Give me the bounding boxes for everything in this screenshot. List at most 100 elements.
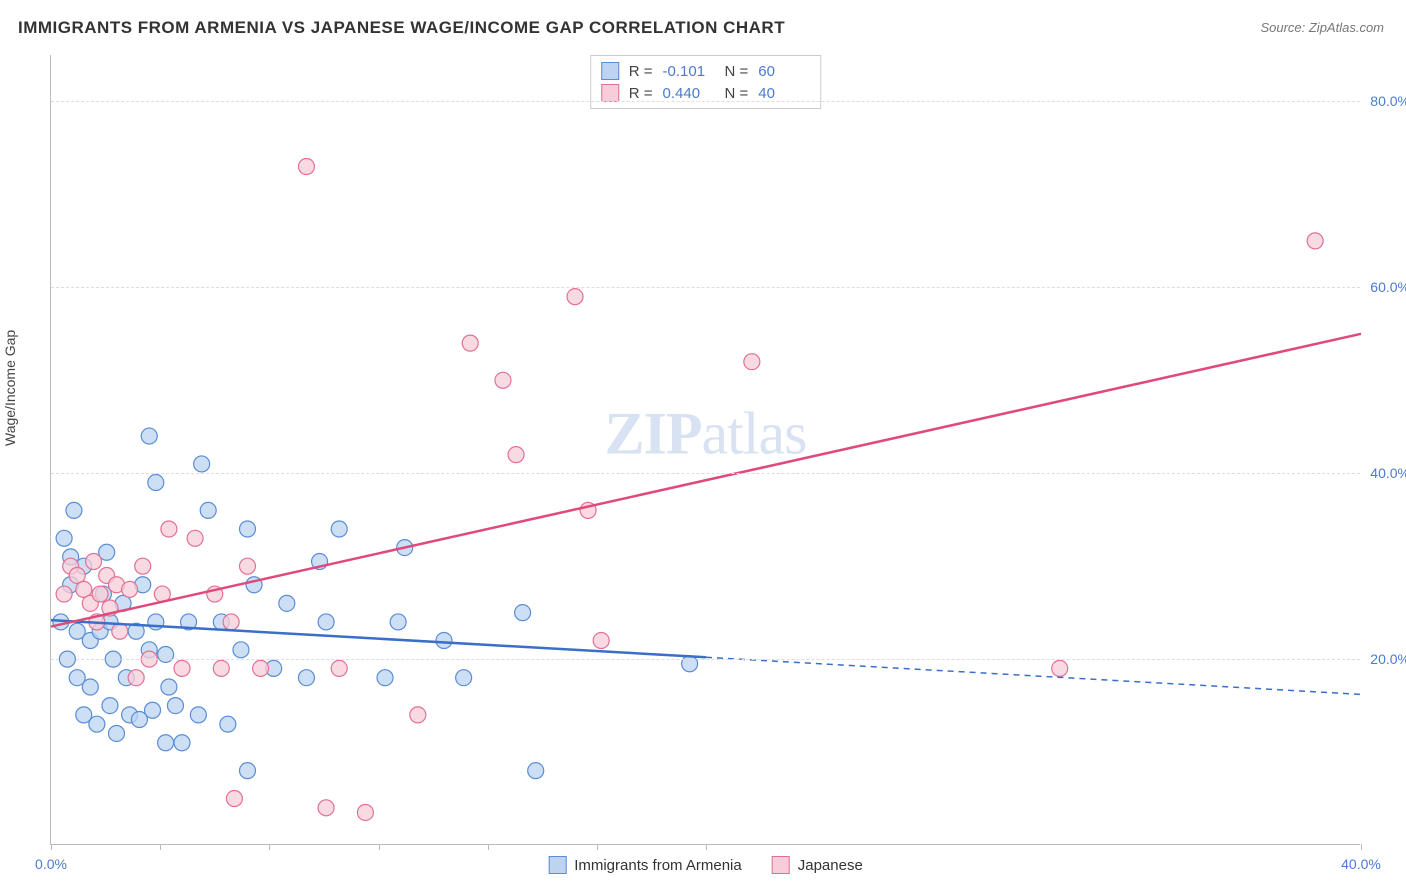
n-value-japanese: 40 <box>758 85 810 102</box>
scatter-point-armenia <box>190 707 206 723</box>
scatter-point-japanese <box>744 354 760 370</box>
scatter-point-japanese <box>128 670 144 686</box>
scatter-point-armenia <box>109 725 125 741</box>
legend-swatch-japanese <box>601 84 619 102</box>
scatter-point-armenia <box>56 530 72 546</box>
chart-title: IMMIGRANTS FROM ARMENIA VS JAPANESE WAGE… <box>18 18 785 38</box>
scatter-point-armenia <box>528 763 544 779</box>
source-attribution: Source: ZipAtlas.com <box>1260 20 1384 35</box>
plot-area: ZIPatlas R = -0.101 N = 60 R = 0.440 N =… <box>50 55 1360 845</box>
legend-swatch-armenia <box>601 62 619 80</box>
scatter-point-japanese <box>135 558 151 574</box>
gridline <box>51 287 1360 288</box>
x-tick <box>1361 844 1362 850</box>
scatter-point-armenia <box>161 679 177 695</box>
scatter-point-japanese <box>508 447 524 463</box>
scatter-point-armenia <box>515 605 531 621</box>
scatter-point-japanese <box>462 335 478 351</box>
scatter-point-armenia <box>167 698 183 714</box>
series-legend-japanese: Japanese <box>772 856 863 874</box>
scatter-point-japanese <box>357 804 373 820</box>
scatter-point-armenia <box>298 670 314 686</box>
scatter-point-japanese <box>223 614 239 630</box>
legend-swatch-japanese-bottom <box>772 856 790 874</box>
x-tick-label: 0.0% <box>35 856 67 872</box>
scatter-point-japanese <box>331 660 347 676</box>
x-tick <box>160 844 161 850</box>
scatter-point-japanese <box>226 791 242 807</box>
y-tick-label: 40.0% <box>1364 465 1406 481</box>
series-legend: Immigrants from Armenia Japanese <box>548 856 863 874</box>
scatter-point-japanese <box>593 633 609 649</box>
scatter-point-japanese <box>112 623 128 639</box>
scatter-point-armenia <box>194 456 210 472</box>
n-label-japanese: N = <box>725 85 749 102</box>
series-label-japanese: Japanese <box>798 857 863 874</box>
scatter-point-armenia <box>102 698 118 714</box>
r-label-japanese: R = <box>629 85 653 102</box>
scatter-point-armenia <box>318 614 334 630</box>
y-tick-label: 60.0% <box>1364 279 1406 295</box>
r-value-armenia: -0.101 <box>663 63 715 80</box>
x-tick <box>488 844 489 850</box>
scatter-point-armenia <box>240 521 256 537</box>
x-tick <box>269 844 270 850</box>
scatter-svg-layer <box>51 55 1360 844</box>
scatter-point-armenia <box>240 763 256 779</box>
x-tick <box>379 844 380 850</box>
gridline <box>51 659 1360 660</box>
scatter-point-japanese <box>298 159 314 175</box>
scatter-point-japanese <box>495 372 511 388</box>
scatter-point-armenia <box>377 670 393 686</box>
scatter-point-japanese <box>253 660 269 676</box>
scatter-point-japanese <box>161 521 177 537</box>
scatter-point-japanese <box>318 800 334 816</box>
x-tick <box>706 844 707 850</box>
scatter-point-armenia <box>279 595 295 611</box>
trendline-japanese <box>51 334 1361 627</box>
x-tick <box>51 844 52 850</box>
n-value-armenia: 60 <box>758 63 810 80</box>
y-tick-label: 20.0% <box>1364 651 1406 667</box>
x-tick-label: 40.0% <box>1341 856 1381 872</box>
scatter-point-japanese <box>1307 233 1323 249</box>
scatter-point-japanese <box>86 554 102 570</box>
scatter-point-armenia <box>141 428 157 444</box>
gridline <box>51 101 1360 102</box>
scatter-point-japanese <box>410 707 426 723</box>
scatter-point-armenia <box>331 521 347 537</box>
x-tick <box>597 844 598 850</box>
scatter-point-japanese <box>1052 660 1068 676</box>
r-label-armenia: R = <box>629 63 653 80</box>
scatter-point-armenia <box>89 716 105 732</box>
gridline <box>51 473 1360 474</box>
series-label-armenia: Immigrants from Armenia <box>574 857 742 874</box>
n-label-armenia: N = <box>725 63 749 80</box>
scatter-point-armenia <box>148 475 164 491</box>
r-value-japanese: 0.440 <box>663 85 715 102</box>
scatter-point-armenia <box>233 642 249 658</box>
y-tick-label: 80.0% <box>1364 93 1406 109</box>
scatter-point-armenia <box>145 702 161 718</box>
scatter-point-japanese <box>213 660 229 676</box>
scatter-point-japanese <box>240 558 256 574</box>
scatter-point-japanese <box>122 581 138 597</box>
scatter-point-armenia <box>158 735 174 751</box>
scatter-point-armenia <box>390 614 406 630</box>
scatter-point-armenia <box>200 502 216 518</box>
scatter-point-armenia <box>174 735 190 751</box>
scatter-point-japanese <box>92 586 108 602</box>
y-axis-label: Wage/Income Gap <box>2 330 18 446</box>
scatter-point-japanese <box>56 586 72 602</box>
series-legend-armenia: Immigrants from Armenia <box>548 856 742 874</box>
scatter-point-japanese <box>567 289 583 305</box>
legend-row-armenia: R = -0.101 N = 60 <box>601 60 811 82</box>
legend-swatch-armenia-bottom <box>548 856 566 874</box>
scatter-point-armenia <box>82 679 98 695</box>
scatter-point-armenia <box>66 502 82 518</box>
scatter-point-armenia <box>436 633 452 649</box>
scatter-point-armenia <box>456 670 472 686</box>
trendline-dash-armenia <box>706 657 1361 694</box>
scatter-point-japanese <box>187 530 203 546</box>
scatter-point-japanese <box>174 660 190 676</box>
